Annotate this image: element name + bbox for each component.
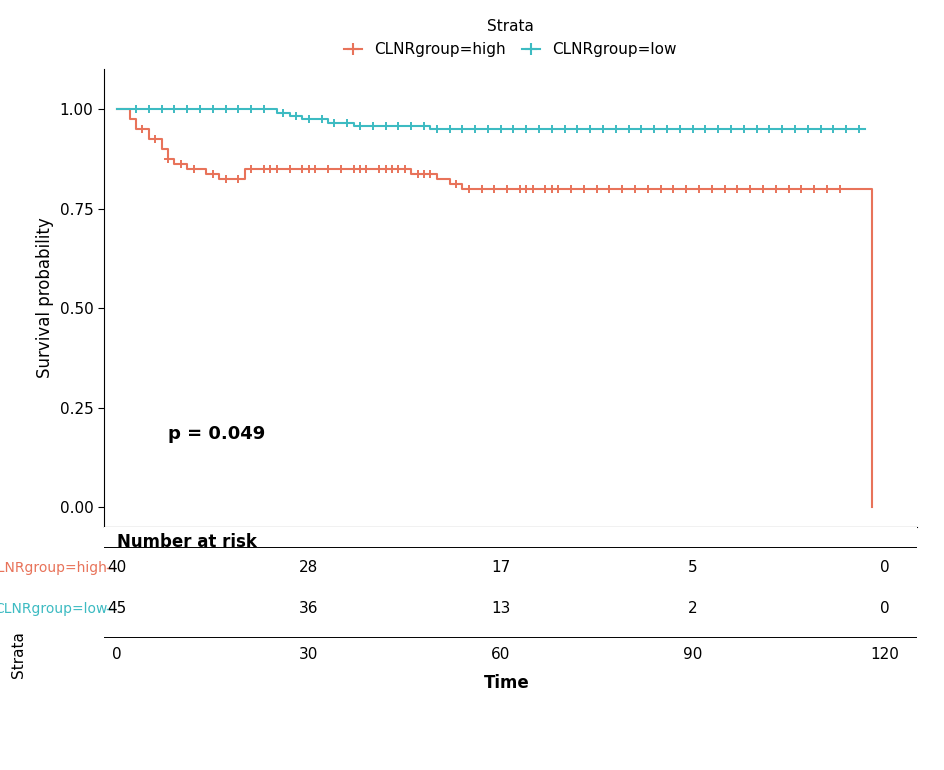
Text: 30: 30 [298,648,318,662]
Text: 0: 0 [111,648,122,662]
Text: 2: 2 [687,601,697,616]
Text: Time: Time [483,674,530,692]
Text: 36: 36 [298,601,318,616]
Text: Strata: Strata [11,631,26,678]
Text: 13: 13 [491,601,510,616]
Text: 0: 0 [879,601,888,616]
Text: 45: 45 [107,601,126,616]
Text: CLNRgroup=low: CLNRgroup=low [0,601,107,615]
Y-axis label: Survival probability: Survival probability [36,218,54,379]
Text: 17: 17 [491,561,510,575]
Legend: CLNRgroup=high, CLNRgroup=low: CLNRgroup=high, CLNRgroup=low [344,19,676,57]
Text: 90: 90 [683,648,701,662]
Text: 60: 60 [491,648,510,662]
Text: CLNRgroup=high: CLNRgroup=high [0,561,107,574]
Text: 5: 5 [687,561,697,575]
Text: 0: 0 [879,561,888,575]
Text: 120: 120 [869,648,898,662]
Text: Number at risk: Number at risk [117,533,257,551]
Text: p = 0.049: p = 0.049 [168,425,265,444]
Text: 40: 40 [107,561,126,575]
Text: 28: 28 [299,561,318,575]
